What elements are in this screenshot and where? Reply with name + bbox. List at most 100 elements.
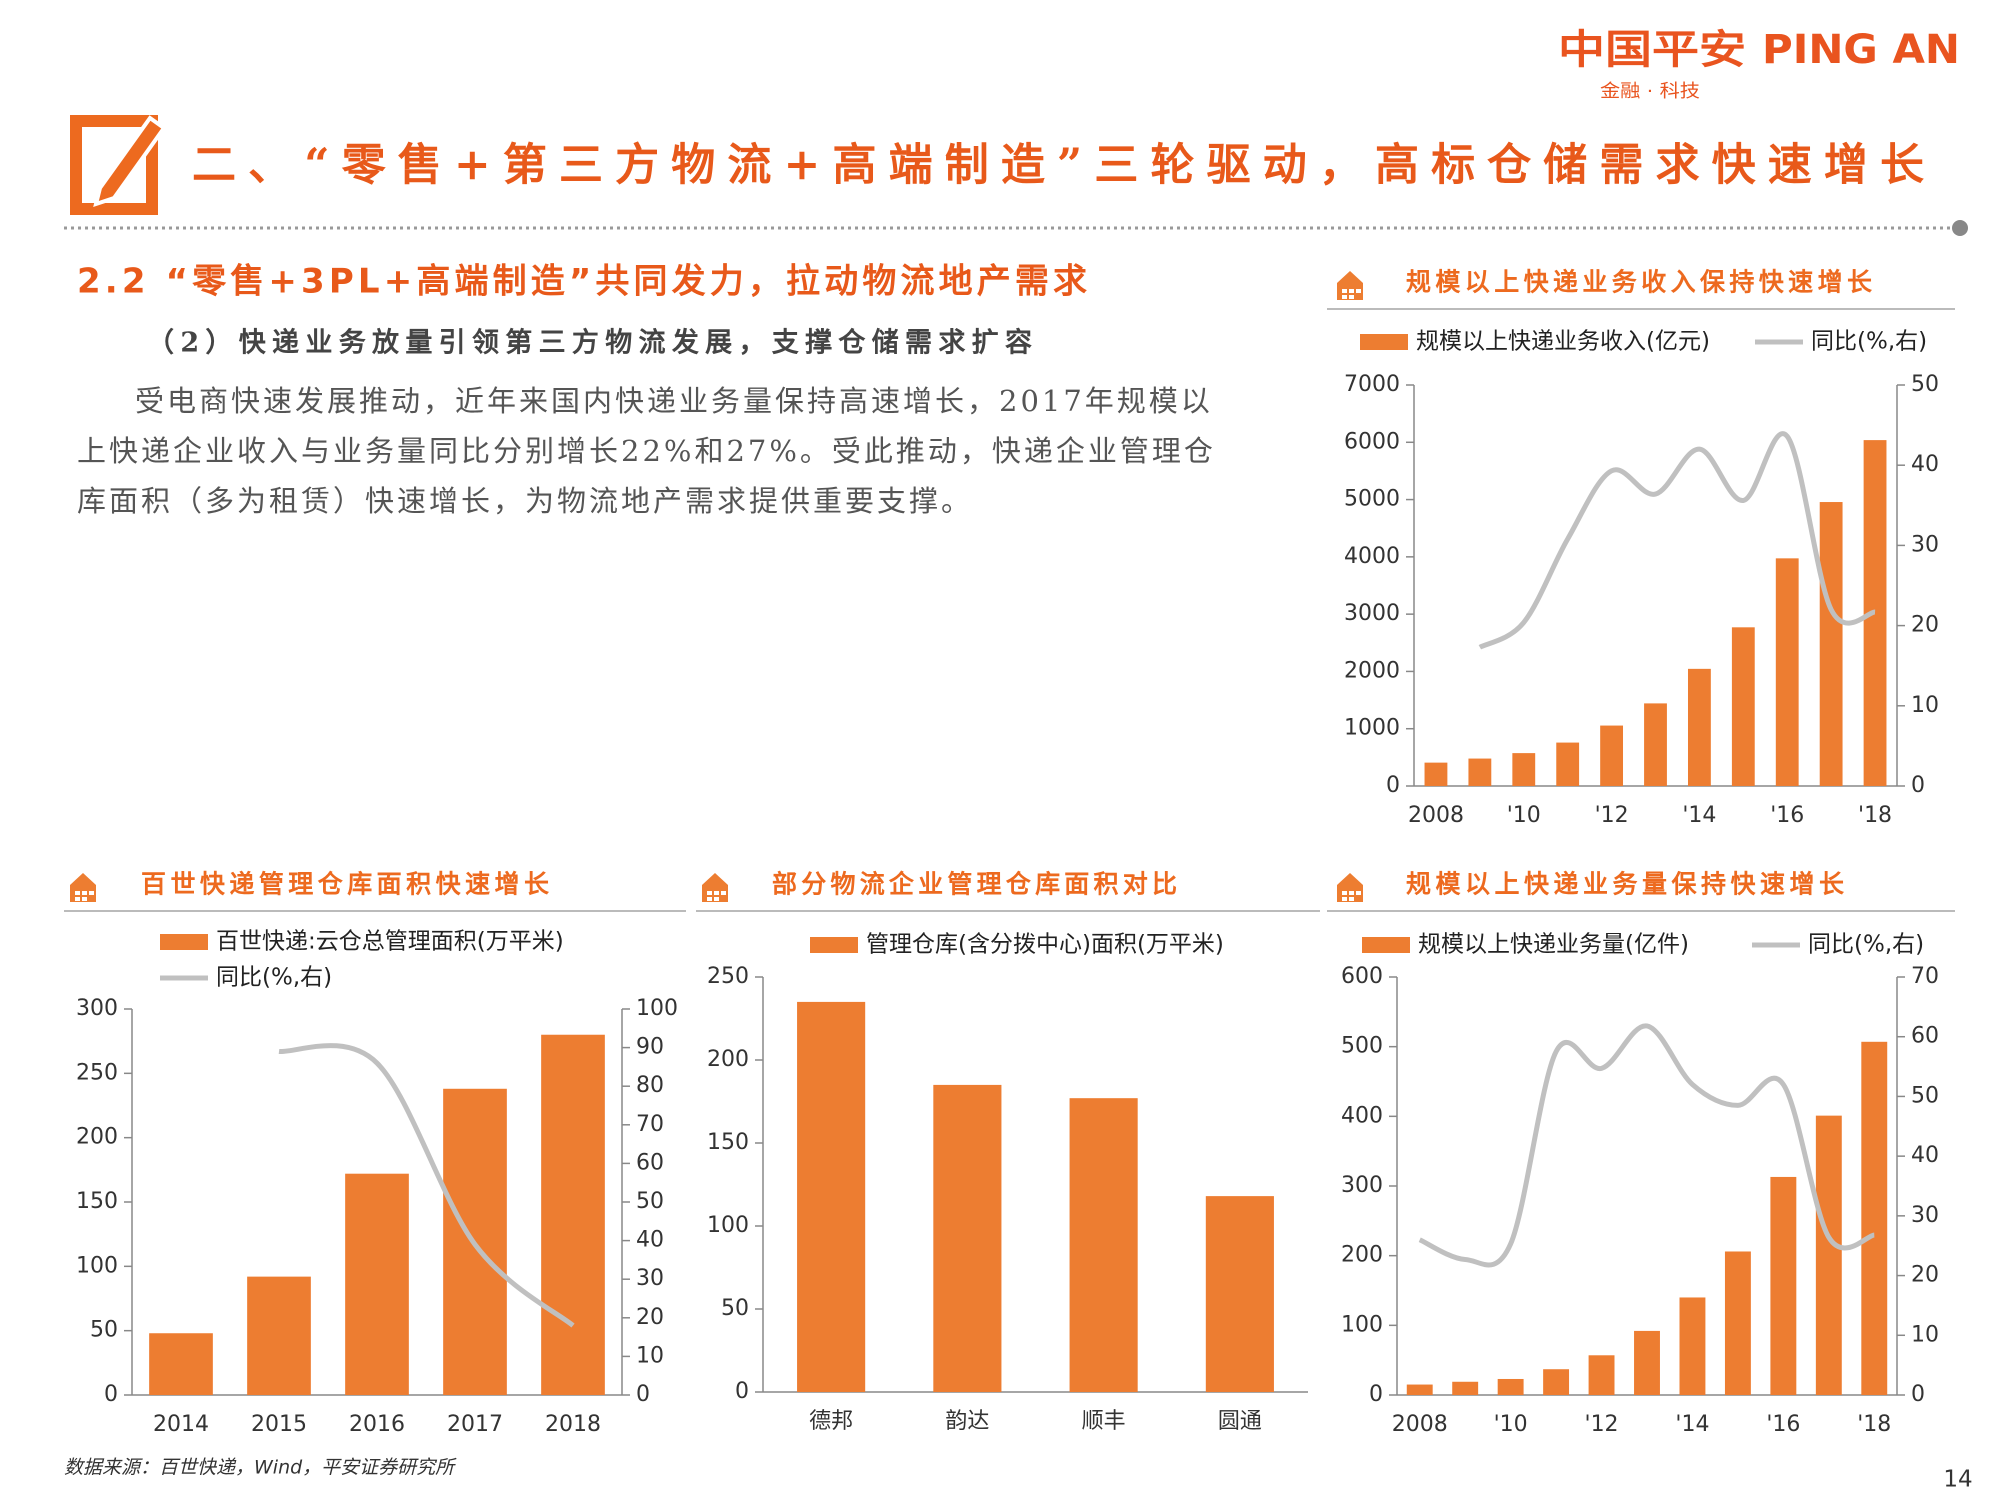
chart-title: 规模以上快递业务量保持快速增长 xyxy=(1406,870,1845,899)
legend-swatch xyxy=(1362,937,1410,953)
y-tick-label: 300 xyxy=(1341,1173,1383,1198)
y-tick-label: 5000 xyxy=(1344,487,1400,512)
bar xyxy=(1687,668,1711,786)
y-tick-label: 100 xyxy=(707,1213,749,1238)
y-tick-label: 2000 xyxy=(1344,658,1400,683)
section-subheading: （2）快递业务放量引领第三方物流发展，支撑仓储需求扩容 xyxy=(147,327,1032,359)
chart-title: 百世快递管理仓库面积快速增长 xyxy=(141,870,550,899)
y-tick-label: 50 xyxy=(721,1296,749,1321)
bar xyxy=(1644,703,1667,786)
line-series xyxy=(1418,1023,1876,1268)
y-tick-label: 100 xyxy=(1341,1312,1383,1337)
y2-tick-label: 100 xyxy=(636,996,678,1021)
bar xyxy=(1819,502,1843,786)
y2-tick-label: 10 xyxy=(1911,693,1939,718)
legend-label: 同比(%,右) xyxy=(216,965,332,991)
legend-label: 规模以上快递业务收入(亿元) xyxy=(1416,329,1710,355)
bar xyxy=(1775,558,1799,786)
x-tick-label: '12 xyxy=(1595,803,1629,828)
y-tick-label: 0 xyxy=(1369,1382,1383,1407)
y2-tick-label: 20 xyxy=(636,1305,664,1330)
y2-tick-label: 0 xyxy=(636,1382,650,1407)
bar xyxy=(797,1001,866,1392)
y2-tick-label: 10 xyxy=(1911,1322,1939,1347)
y2-tick-label: 60 xyxy=(1911,1024,1939,1049)
y-tick-label: 1000 xyxy=(1344,716,1400,741)
y2-tick-label: 10 xyxy=(636,1343,664,1368)
x-tick-label: '14 xyxy=(1682,803,1716,828)
x-tick-label: 2018 xyxy=(545,1412,601,1437)
logo-cn: 中国平安 xyxy=(1558,27,1746,73)
x-tick-label: '18 xyxy=(1857,1412,1891,1437)
y-tick-label: 200 xyxy=(1341,1243,1383,1268)
bar xyxy=(1468,758,1492,786)
bar xyxy=(541,1034,605,1395)
line-series xyxy=(278,1043,575,1328)
bar xyxy=(1731,627,1755,786)
y-tick-label: 200 xyxy=(76,1125,118,1150)
legend-label: 管理仓库(含分拨中心)面积(万平米) xyxy=(866,932,1224,958)
y2-tick-label: 40 xyxy=(1911,1143,1939,1168)
x-tick-label: 2016 xyxy=(349,1412,405,1437)
x-tick-label: 2015 xyxy=(251,1412,307,1437)
x-tick-label: 2008 xyxy=(1392,1412,1448,1437)
legend-swatch xyxy=(160,934,208,950)
x-tick-label: '14 xyxy=(1675,1412,1709,1437)
bar xyxy=(933,1084,1002,1392)
x-tick-label: '16 xyxy=(1766,1412,1800,1437)
y-tick-label: 50 xyxy=(90,1318,118,1343)
y2-tick-label: 30 xyxy=(1911,532,1939,557)
logo-sub: 金融 · 科技 xyxy=(1600,81,1700,102)
x-tick-label: '10 xyxy=(1494,1412,1528,1437)
y2-tick-label: 80 xyxy=(636,1073,664,1098)
y-tick-label: 100 xyxy=(76,1253,118,1278)
title-icon xyxy=(70,115,167,215)
x-tick-label: 德邦 xyxy=(809,1409,853,1434)
y2-tick-label: 60 xyxy=(636,1150,664,1175)
bar xyxy=(1724,1251,1751,1395)
legend-label: 百世快递:云仓总管理面积(万平米) xyxy=(216,929,564,955)
chart-title: 部分物流企业管理仓库面积对比 xyxy=(772,870,1177,899)
x-tick-label: '18 xyxy=(1858,803,1892,828)
y2-tick-label: 0 xyxy=(1911,773,1925,798)
y-tick-label: 150 xyxy=(707,1130,749,1155)
bar xyxy=(247,1276,311,1395)
y-tick-label: 7000 xyxy=(1344,372,1400,397)
legend-label: 同比(%,右) xyxy=(1811,329,1927,355)
y-tick-label: 600 xyxy=(1341,964,1383,989)
x-tick-label: 2008 xyxy=(1408,803,1464,828)
x-tick-label: 2014 xyxy=(153,1412,209,1437)
panel-headers xyxy=(64,271,1955,912)
y2-tick-label: 30 xyxy=(1911,1203,1939,1228)
bar xyxy=(1406,1384,1433,1395)
bar xyxy=(1863,440,1887,786)
bar xyxy=(1679,1297,1706,1395)
x-tick-label: 2017 xyxy=(447,1412,503,1437)
chart-title: 规模以上快递业务收入保持快速增长 xyxy=(1406,268,1873,297)
y2-tick-label: 90 xyxy=(636,1035,664,1060)
y2-tick-label: 70 xyxy=(1911,964,1939,989)
bar xyxy=(1588,1355,1615,1395)
legend-swatch xyxy=(1360,334,1408,350)
y2-tick-label: 50 xyxy=(636,1189,664,1214)
legend-label: 规模以上快递业务量(亿件) xyxy=(1418,932,1689,958)
y2-tick-label: 50 xyxy=(1911,1083,1939,1108)
bar xyxy=(345,1173,409,1395)
bar xyxy=(1861,1041,1888,1395)
x-tick-label: 韵达 xyxy=(945,1409,989,1434)
x-tick-label: '12 xyxy=(1585,1412,1619,1437)
page-number: 14 xyxy=(1943,1467,1972,1493)
y-tick-label: 200 xyxy=(707,1047,749,1072)
bar xyxy=(1556,742,1580,786)
x-tick-label: '10 xyxy=(1507,803,1541,828)
y2-tick-label: 20 xyxy=(1911,613,1939,638)
x-tick-label: '16 xyxy=(1770,803,1804,828)
divider-dot xyxy=(1952,220,1968,236)
y-tick-label: 500 xyxy=(1341,1034,1383,1059)
bar xyxy=(1205,1196,1274,1392)
y-tick-label: 400 xyxy=(1341,1103,1383,1128)
y-tick-label: 250 xyxy=(707,964,749,989)
y2-tick-label: 40 xyxy=(1911,452,1939,477)
y-tick-label: 300 xyxy=(76,996,118,1021)
